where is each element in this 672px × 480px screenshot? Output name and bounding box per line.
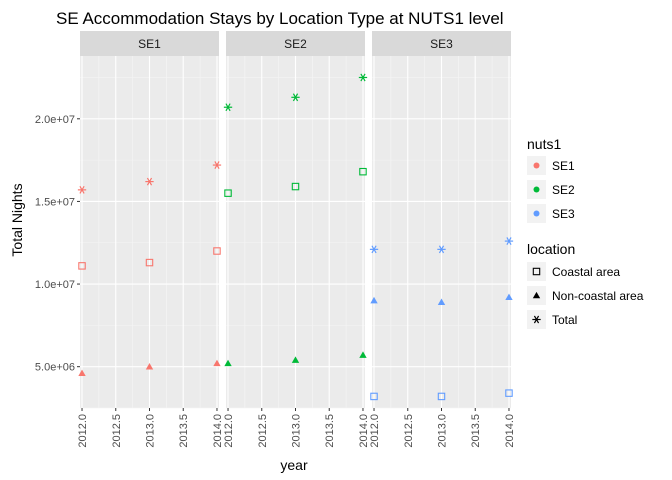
legend-swatch	[533, 162, 540, 169]
data-point	[370, 392, 378, 401]
x-tick-label: 2012.5	[111, 414, 123, 448]
x-tick-label: 2013.0	[145, 414, 157, 448]
x-tick-label: 2012.5	[257, 414, 269, 448]
x-tick-label: 2012.0	[369, 414, 381, 448]
facet-panels: SE1 SE2 SE3	[77, 31, 514, 409]
data-point	[213, 359, 221, 367]
x-tick-label: 2013.5	[470, 414, 482, 448]
data-point	[505, 293, 513, 301]
x-tick-label: 2013.0	[437, 414, 449, 448]
data-point	[77, 185, 87, 194]
data-point	[145, 258, 154, 267]
facet-panel-se2: SE2	[223, 31, 368, 409]
y-tick-label: 5.0e+06	[35, 362, 75, 374]
facet-strip	[372, 31, 511, 56]
y-tick-label: 2.0e+07	[35, 114, 75, 126]
chart-title: SE Accommodation Stays by Location Type …	[56, 9, 504, 28]
y-tick-label: 1.0e+07	[35, 279, 75, 291]
legend-shape	[532, 291, 541, 299]
shape-legend-title: location	[527, 241, 575, 257]
data-point	[291, 182, 300, 191]
data-point	[223, 103, 233, 112]
data-point	[370, 296, 378, 304]
x-tick-label: 2014.0	[358, 414, 370, 448]
data-point	[504, 237, 514, 245]
data-point	[437, 392, 446, 401]
data-point	[145, 177, 154, 186]
legend-label: Coastal area	[552, 265, 620, 279]
data-point	[359, 167, 367, 176]
x-tick-label: 2012.0	[77, 414, 89, 448]
facet-panel-se3: SE3	[369, 31, 514, 409]
legend-label: SE1	[552, 159, 575, 173]
data-point	[369, 245, 379, 254]
y-axis: 5.0e+06 1.0e+07 1.5e+07 2.0e+07	[35, 114, 80, 374]
x-tick-label: 2013.0	[291, 414, 303, 448]
facet-panel-se1: SE1	[77, 31, 222, 409]
facet-strip	[80, 31, 219, 56]
legend-swatch	[533, 210, 540, 217]
data-point	[78, 369, 86, 377]
data-point	[78, 262, 86, 270]
facet-strip-label: SE1	[138, 37, 161, 51]
x-axis-title: year	[280, 457, 308, 473]
data-point	[212, 161, 222, 169]
facet-strip-label: SE3	[430, 37, 453, 51]
legend-label: Total	[552, 313, 577, 327]
legend-label: Non-coastal area	[552, 289, 644, 303]
x-tick-label: 2012.0	[223, 414, 235, 448]
x-tick-label: 2013.5	[178, 414, 190, 448]
x-tick-label: 2014.0	[504, 414, 516, 448]
x-tick-label: 2012.5	[403, 414, 415, 448]
data-point	[358, 73, 368, 82]
x-tick-label: 2013.5	[324, 414, 336, 448]
data-point	[291, 356, 300, 363]
data-point	[437, 245, 446, 254]
data-point	[224, 359, 232, 367]
legend-label: SE2	[552, 183, 575, 197]
facet-strip-label: SE2	[284, 37, 307, 51]
x-axis: 2012.0 2012.5 2013.0 2013.5 2014.0 2012.0 2012…	[77, 408, 516, 448]
y-axis-title: Total Nights	[9, 183, 25, 256]
y-tick-label: 1.5e+07	[35, 196, 75, 208]
legend-shape	[532, 315, 541, 324]
data-point	[145, 363, 154, 370]
legend-label: SE3	[552, 207, 575, 221]
data-point	[213, 247, 221, 255]
color-legend-title: nuts1	[527, 136, 561, 152]
legend-shape	[532, 267, 541, 276]
legend-swatch	[533, 186, 540, 193]
data-point	[437, 298, 446, 305]
facet-strip	[226, 31, 365, 56]
legend-key	[527, 262, 546, 281]
legend: nuts1 SE1 SE2 SE3 location Coastal area Non-co…	[527, 136, 644, 329]
data-point	[291, 93, 300, 102]
data-point	[224, 189, 232, 197]
data-point	[359, 351, 367, 358]
x-tick-label: 2014.0	[212, 414, 224, 448]
data-point	[505, 389, 513, 397]
